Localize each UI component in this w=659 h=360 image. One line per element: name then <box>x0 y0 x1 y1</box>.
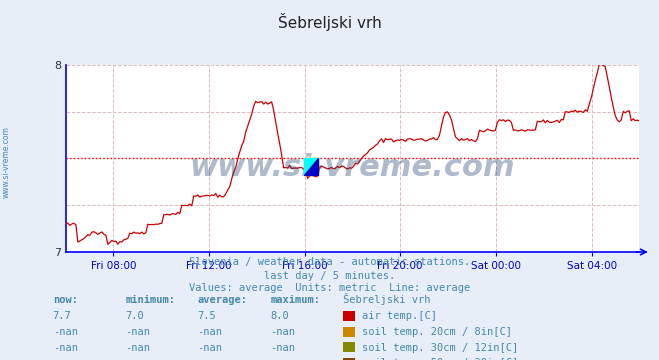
Polygon shape <box>304 158 318 175</box>
Text: Values: average  Units: metric  Line: average: Values: average Units: metric Line: aver… <box>189 283 470 293</box>
Text: average:: average: <box>198 295 248 305</box>
Text: -nan: -nan <box>53 327 78 337</box>
Text: 7.5: 7.5 <box>198 311 216 321</box>
Polygon shape <box>304 158 318 175</box>
Text: now:: now: <box>53 295 78 305</box>
Bar <box>304 158 318 175</box>
Text: -nan: -nan <box>53 359 78 360</box>
Text: -nan: -nan <box>125 327 150 337</box>
Text: soil temp. 30cm / 12in[C]: soil temp. 30cm / 12in[C] <box>362 343 519 353</box>
Text: -nan: -nan <box>125 359 150 360</box>
Text: soil temp. 20cm / 8in[C]: soil temp. 20cm / 8in[C] <box>362 327 513 337</box>
Text: www.si-vreme.com: www.si-vreme.com <box>2 126 11 198</box>
Text: 7.0: 7.0 <box>125 311 144 321</box>
Text: Šebreljski vrh: Šebreljski vrh <box>343 293 430 305</box>
Text: -nan: -nan <box>53 343 78 353</box>
Text: maximum:: maximum: <box>270 295 320 305</box>
Text: last day / 5 minutes.: last day / 5 minutes. <box>264 271 395 281</box>
Text: -nan: -nan <box>270 343 295 353</box>
Text: -nan: -nan <box>270 359 295 360</box>
Text: -nan: -nan <box>270 327 295 337</box>
Text: air temp.[C]: air temp.[C] <box>362 311 438 321</box>
Text: soil temp. 50cm / 20in[C]: soil temp. 50cm / 20in[C] <box>362 359 519 360</box>
Text: www.si-vreme.com: www.si-vreme.com <box>190 153 515 182</box>
Text: -nan: -nan <box>198 359 223 360</box>
Text: -nan: -nan <box>198 327 223 337</box>
Text: -nan: -nan <box>125 343 150 353</box>
Text: 8.0: 8.0 <box>270 311 289 321</box>
Text: Slovenia / weather data - automatic stations.: Slovenia / weather data - automatic stat… <box>189 257 470 267</box>
Text: -nan: -nan <box>198 343 223 353</box>
Text: 7.7: 7.7 <box>53 311 71 321</box>
Text: minimum:: minimum: <box>125 295 175 305</box>
Text: Šebreljski vrh: Šebreljski vrh <box>277 13 382 31</box>
